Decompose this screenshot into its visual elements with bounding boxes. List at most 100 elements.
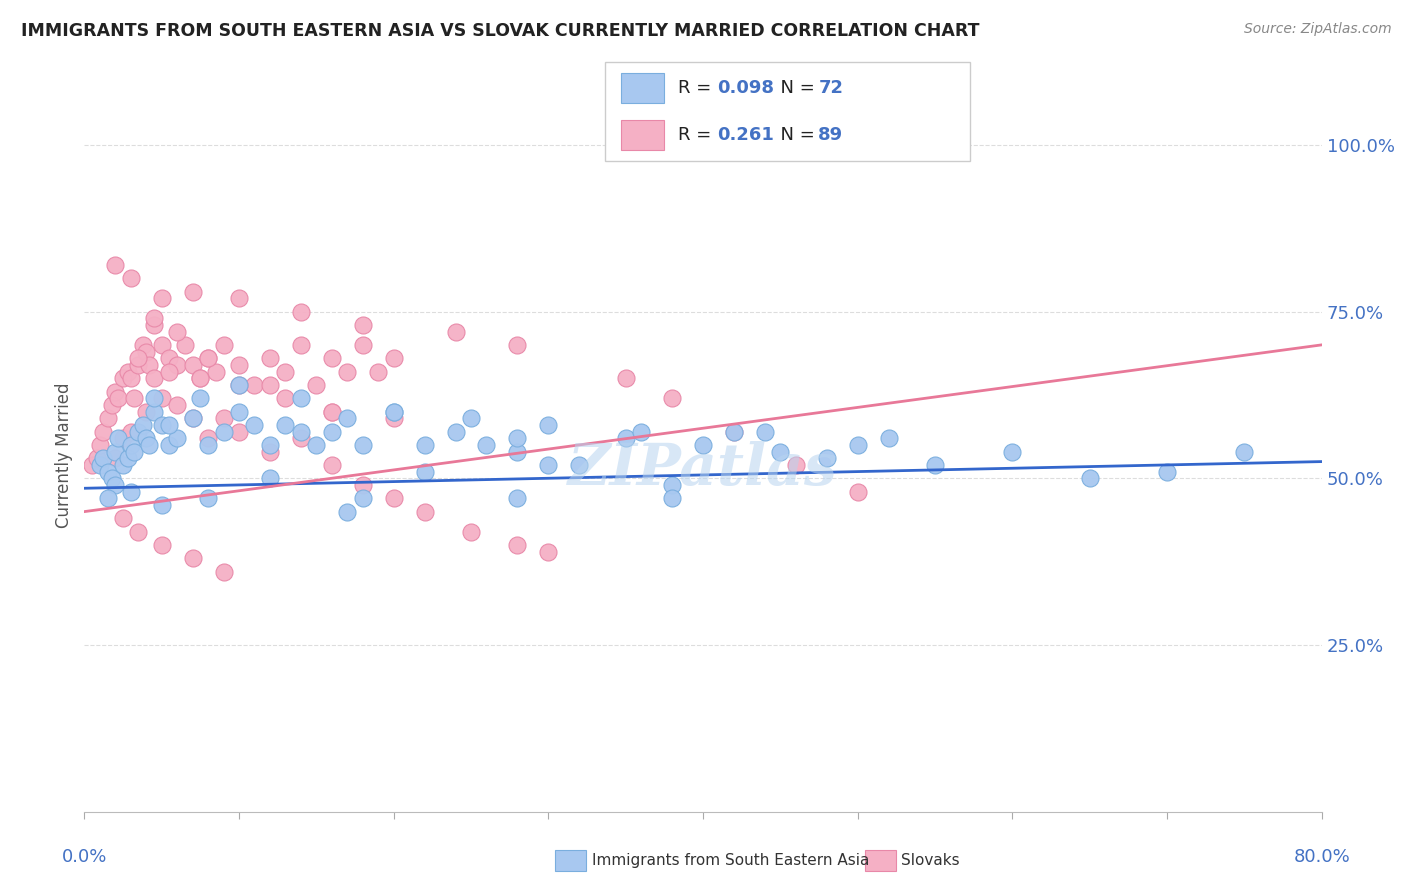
Point bbox=[150, 417, 173, 432]
Text: 72: 72 bbox=[818, 79, 844, 97]
Point bbox=[174, 338, 197, 352]
Point bbox=[568, 458, 591, 472]
Point bbox=[212, 338, 235, 352]
Point bbox=[537, 417, 560, 432]
Point bbox=[785, 458, 807, 472]
Point bbox=[754, 425, 776, 439]
Point bbox=[188, 391, 212, 405]
Point bbox=[259, 444, 281, 458]
Point bbox=[197, 431, 219, 445]
Point bbox=[132, 417, 155, 432]
Point bbox=[181, 411, 204, 425]
Point bbox=[197, 351, 219, 366]
Point bbox=[122, 391, 145, 405]
Point bbox=[444, 425, 467, 439]
Point bbox=[127, 351, 149, 366]
Point bbox=[228, 358, 250, 372]
Point bbox=[166, 325, 188, 339]
Point bbox=[352, 491, 374, 506]
Point bbox=[138, 438, 160, 452]
Point bbox=[321, 351, 343, 366]
Point bbox=[212, 411, 235, 425]
Point bbox=[661, 478, 683, 492]
Point bbox=[117, 365, 139, 379]
Text: IMMIGRANTS FROM SOUTH EASTERN ASIA VS SLOVAK CURRENTLY MARRIED CORRELATION CHART: IMMIGRANTS FROM SOUTH EASTERN ASIA VS SL… bbox=[21, 22, 980, 40]
Text: ZIPatlas: ZIPatlas bbox=[568, 441, 838, 498]
Point bbox=[506, 431, 529, 445]
Point bbox=[104, 384, 127, 399]
Point bbox=[444, 325, 467, 339]
Point bbox=[506, 538, 529, 552]
Point bbox=[630, 425, 652, 439]
Text: Source: ZipAtlas.com: Source: ZipAtlas.com bbox=[1244, 22, 1392, 37]
Point bbox=[382, 411, 405, 425]
Point bbox=[661, 391, 683, 405]
Point bbox=[846, 438, 869, 452]
Point bbox=[120, 484, 142, 499]
Point bbox=[104, 478, 127, 492]
Point bbox=[506, 491, 529, 506]
Point bbox=[321, 458, 343, 472]
Point bbox=[212, 425, 235, 439]
Point bbox=[661, 491, 683, 506]
Point bbox=[120, 438, 142, 452]
Point bbox=[132, 338, 155, 352]
Point bbox=[91, 425, 114, 439]
Point bbox=[159, 365, 180, 379]
Point bbox=[274, 417, 297, 432]
Point bbox=[150, 338, 173, 352]
Point bbox=[321, 404, 343, 418]
Point bbox=[321, 425, 343, 439]
Point bbox=[259, 471, 281, 485]
Point bbox=[614, 431, 637, 445]
Point bbox=[159, 417, 180, 432]
Point bbox=[159, 438, 180, 452]
Point bbox=[1078, 471, 1101, 485]
Text: N =: N = bbox=[769, 79, 821, 97]
Point bbox=[104, 444, 127, 458]
Point bbox=[197, 438, 219, 452]
Point bbox=[537, 544, 560, 558]
Point bbox=[228, 404, 250, 418]
Point bbox=[188, 371, 212, 385]
Point bbox=[96, 465, 118, 479]
Text: 0.098: 0.098 bbox=[717, 79, 775, 97]
Y-axis label: Currently Married: Currently Married bbox=[55, 382, 73, 528]
Point bbox=[120, 371, 142, 385]
Point bbox=[305, 377, 328, 392]
Point bbox=[127, 425, 149, 439]
Point bbox=[382, 491, 405, 506]
Point bbox=[104, 451, 127, 466]
Point bbox=[138, 358, 160, 372]
Point bbox=[104, 258, 127, 272]
Text: 0.261: 0.261 bbox=[717, 126, 773, 144]
Point bbox=[614, 371, 637, 385]
Text: R =: R = bbox=[678, 126, 717, 144]
Point bbox=[382, 404, 405, 418]
Point bbox=[101, 398, 124, 412]
Point bbox=[336, 411, 359, 425]
Point bbox=[143, 318, 166, 332]
Point bbox=[112, 431, 135, 445]
Point bbox=[166, 431, 188, 445]
Point bbox=[117, 451, 139, 466]
Point bbox=[127, 358, 149, 372]
Point bbox=[1233, 444, 1256, 458]
Point bbox=[352, 318, 374, 332]
Point bbox=[815, 451, 838, 466]
Point bbox=[1156, 465, 1178, 479]
Point bbox=[150, 391, 173, 405]
Point bbox=[352, 478, 374, 492]
Point bbox=[243, 417, 266, 432]
Point bbox=[259, 351, 281, 366]
Point bbox=[259, 377, 281, 392]
Point bbox=[135, 431, 157, 445]
Point bbox=[197, 351, 219, 366]
Point bbox=[150, 498, 173, 512]
Point bbox=[112, 458, 135, 472]
Point bbox=[413, 465, 436, 479]
Point bbox=[82, 458, 104, 472]
Point bbox=[321, 404, 343, 418]
Point bbox=[290, 425, 312, 439]
Point bbox=[352, 338, 374, 352]
